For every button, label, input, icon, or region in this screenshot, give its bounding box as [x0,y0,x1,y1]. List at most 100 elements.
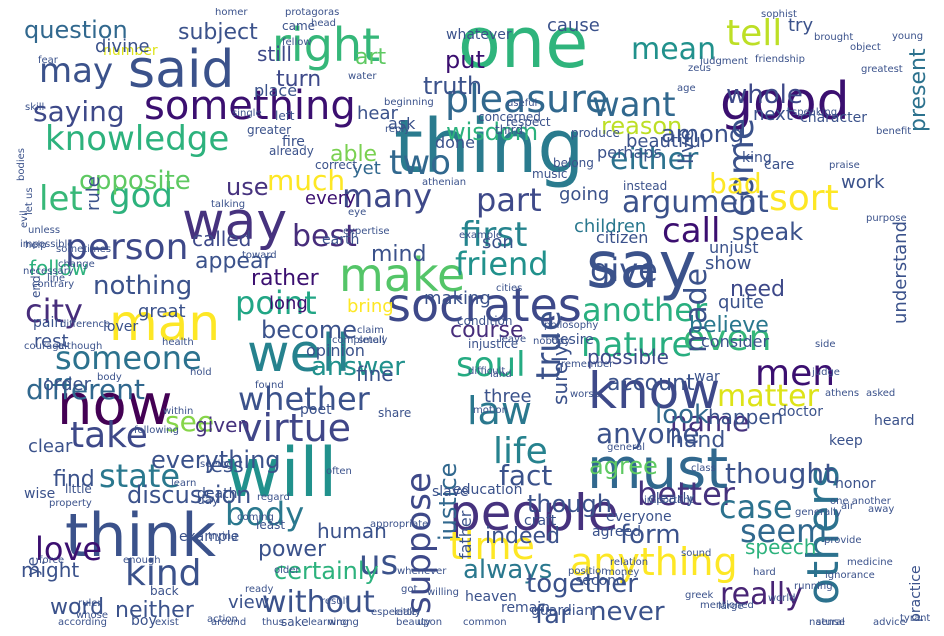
word-care: care [764,157,795,173]
word-running: running [794,581,833,592]
word-judge: judge [812,367,840,378]
word-able: able [330,142,378,167]
word-character: character [800,110,868,126]
word-completely: completely [332,335,388,346]
word-single: single [232,108,262,119]
word-bodies: bodies [16,148,27,181]
word-now: now [57,373,173,438]
word-property: property [49,498,92,509]
word-day: day [197,493,220,507]
word-one-another: one another [830,496,891,507]
word-number: number [103,43,158,59]
word-another: another [582,291,708,329]
word-together: together [526,569,638,599]
word-tell: tell [726,13,783,54]
word-good: good [720,72,850,132]
word-power: power [258,537,326,562]
word-benefit: benefit [876,126,912,137]
word-present: present [906,48,930,132]
word-knowledge: knowledge [45,119,230,159]
word-eye: eye [348,207,367,218]
word-example: example [179,529,240,545]
word-head: head [311,18,336,29]
word-subject: subject [178,20,258,45]
word-left: left [275,109,295,123]
word-kind: kind [125,553,202,594]
word-position: position [568,566,608,577]
word-one: one [458,8,589,84]
word-question: question [24,16,128,44]
word-much: much [267,164,346,197]
word-water: water [348,71,377,82]
word-without: without [262,585,375,620]
word-small: small [358,335,385,346]
word-enough: enough [123,555,161,566]
word-sake: sake [281,615,309,628]
word-nobody: nobody [533,336,571,347]
word-cause: cause [547,15,600,36]
word-medicine: medicine [847,557,893,568]
word-see: see [165,405,215,438]
word-philosophy: philosophy [544,320,599,331]
word-perhaps: perhaps [597,143,662,162]
word-neither: neither [115,598,194,623]
word-doctor: doctor [778,404,823,420]
word-part: part [476,181,542,219]
word-may: may [39,51,114,91]
word-put: put [445,46,485,74]
word-pleasure: pleasure [445,77,609,121]
word-bad: bad [709,167,762,200]
word-thought: thought [725,457,836,490]
word-fellow: fellow [282,37,312,48]
word-different: different [26,373,145,406]
word-certainly: certainly [274,557,379,585]
word-first: first [461,215,528,255]
word-natural: natural [809,617,845,628]
word-believe: believe [689,313,769,338]
word-belong: belong [553,156,594,170]
word-greek: greek [685,590,714,601]
word-anyone: anyone [596,417,700,450]
word-want: want [592,85,676,125]
word-something: something [144,83,356,129]
word-cloud: thing one say will think people socrates must no… [12,8,930,628]
word-friendship: friendship [755,54,805,65]
word-athens: athens [825,388,860,399]
word-saying: saying [33,95,125,128]
word-name: name [670,405,750,438]
word-air: air [841,501,855,512]
word-came: came [282,19,316,33]
word-whatever: whatever [446,27,512,43]
word-opinion: opinion [306,341,365,360]
word-little: little [65,482,92,496]
word-necessary: necessary [23,266,74,277]
word-boy: boy [131,613,157,628]
word-skill: skill [25,102,45,113]
word-useful: useful [507,98,538,109]
word-force: force [39,555,65,566]
word-anything: anything [570,540,738,584]
word-greatest: greatest [861,64,903,75]
word-seeing: seeing [200,459,233,470]
word-contrary: contrary [32,279,75,290]
word-unless: unless [28,225,61,236]
word-letter: letter [394,607,422,618]
word-sort: sort [769,178,839,219]
word-upon: upon [417,617,443,628]
word-brought: brought [814,32,854,43]
word-age: age [677,83,696,94]
word-education: education [453,482,523,498]
word-beginning: beginning [384,97,434,108]
word-nature: nature [581,325,693,365]
word-less: less [205,453,244,477]
word-pain: pain [33,315,64,331]
word-claim: claim [357,325,384,336]
word-life: life [493,431,548,472]
word-quite: quite [718,292,764,313]
word-general: general [607,442,646,453]
word-object: object [850,42,881,53]
word-great: great [138,301,186,322]
word-ruler: ruler [78,598,102,609]
word-condition: condition [457,314,513,328]
word-tyrant: tyrant [900,613,930,624]
